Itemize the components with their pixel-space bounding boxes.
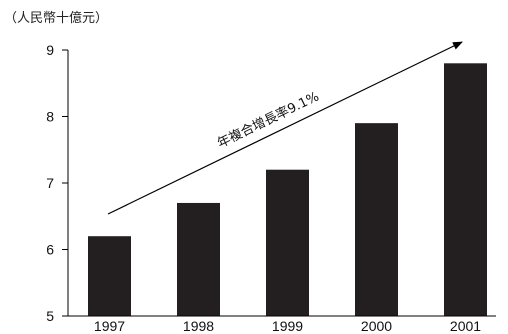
bar-2000 xyxy=(355,123,398,317)
x-tick-label: 2000 xyxy=(361,318,392,334)
x-tick-label: 2001 xyxy=(450,318,481,334)
y-tick-label: 6 xyxy=(46,242,54,258)
y-tick-label: 8 xyxy=(46,109,54,125)
growth-annotation: 年複合增長率9.1% xyxy=(215,89,322,152)
bar-1998 xyxy=(177,202,220,316)
bar-1997 xyxy=(88,236,131,316)
growth-arrow xyxy=(107,41,463,215)
x-tick-label: 1999 xyxy=(272,318,303,334)
x-axis-labels: 1997 1998 1999 2000 2001 xyxy=(94,318,481,334)
x-tick-label: 1998 xyxy=(183,318,214,334)
bars xyxy=(88,63,487,317)
y-tick-label: 7 xyxy=(46,175,54,191)
bar-1999 xyxy=(266,169,309,316)
x-tick-label: 1997 xyxy=(94,318,125,334)
bar-2001 xyxy=(444,63,487,316)
y-tick-label: 5 xyxy=(46,308,54,324)
y-axis-ticks: 5 6 7 8 9 xyxy=(46,42,68,324)
y-tick-label: 9 xyxy=(46,42,54,58)
unit-label: （人民幣十億元） xyxy=(4,10,108,26)
